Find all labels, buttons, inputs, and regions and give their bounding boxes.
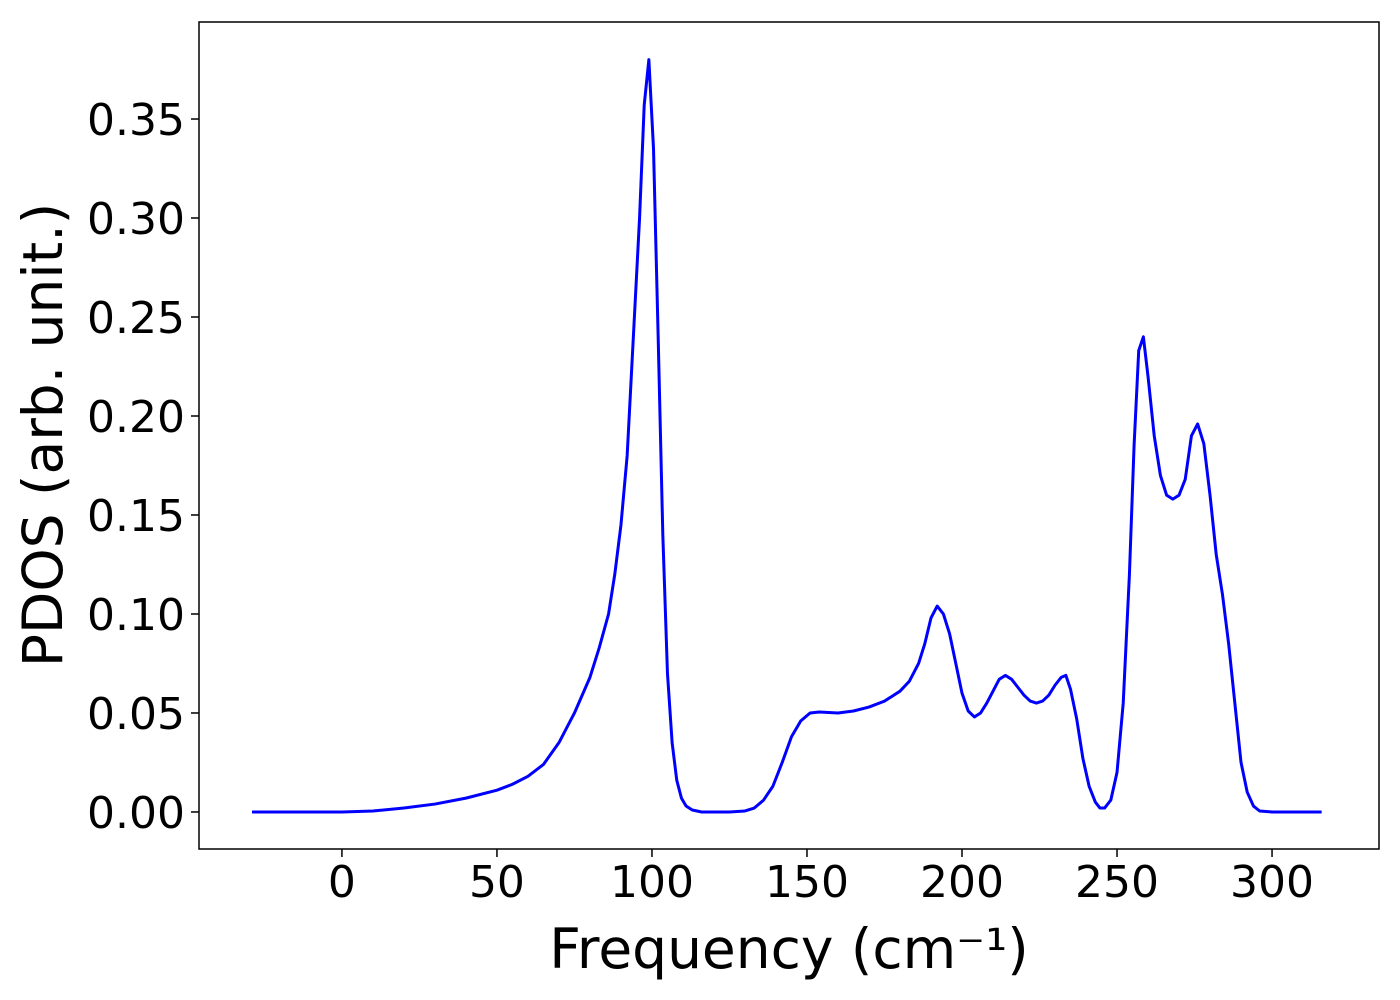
y-tick-label: 0.20 xyxy=(87,392,185,443)
x-tick-label: 200 xyxy=(920,857,1004,908)
y-tick-label: 0.30 xyxy=(87,194,185,245)
x-tick-label: 150 xyxy=(765,857,849,908)
y-tick-label: 0.35 xyxy=(87,95,185,146)
x-axis-label: Frequency (cm⁻¹) xyxy=(549,917,1028,981)
plot-frame xyxy=(198,21,1380,850)
y-tick-label: 0.10 xyxy=(87,590,185,641)
data-line xyxy=(252,58,1322,814)
x-tick-label: 50 xyxy=(469,857,525,908)
y-tick-label: 0.00 xyxy=(87,788,185,839)
y-axis-label: PDOS (arb. unit.) xyxy=(11,203,75,667)
x-tick-label: 0 xyxy=(328,857,356,908)
x-tick-label: 300 xyxy=(1230,857,1314,908)
y-tick-label: 0.15 xyxy=(87,491,185,542)
y-tick-label: 0.25 xyxy=(87,293,185,344)
x-tick-label: 250 xyxy=(1075,857,1159,908)
y-tick-label: 0.05 xyxy=(87,689,185,740)
x-tick-label: 100 xyxy=(610,857,694,908)
